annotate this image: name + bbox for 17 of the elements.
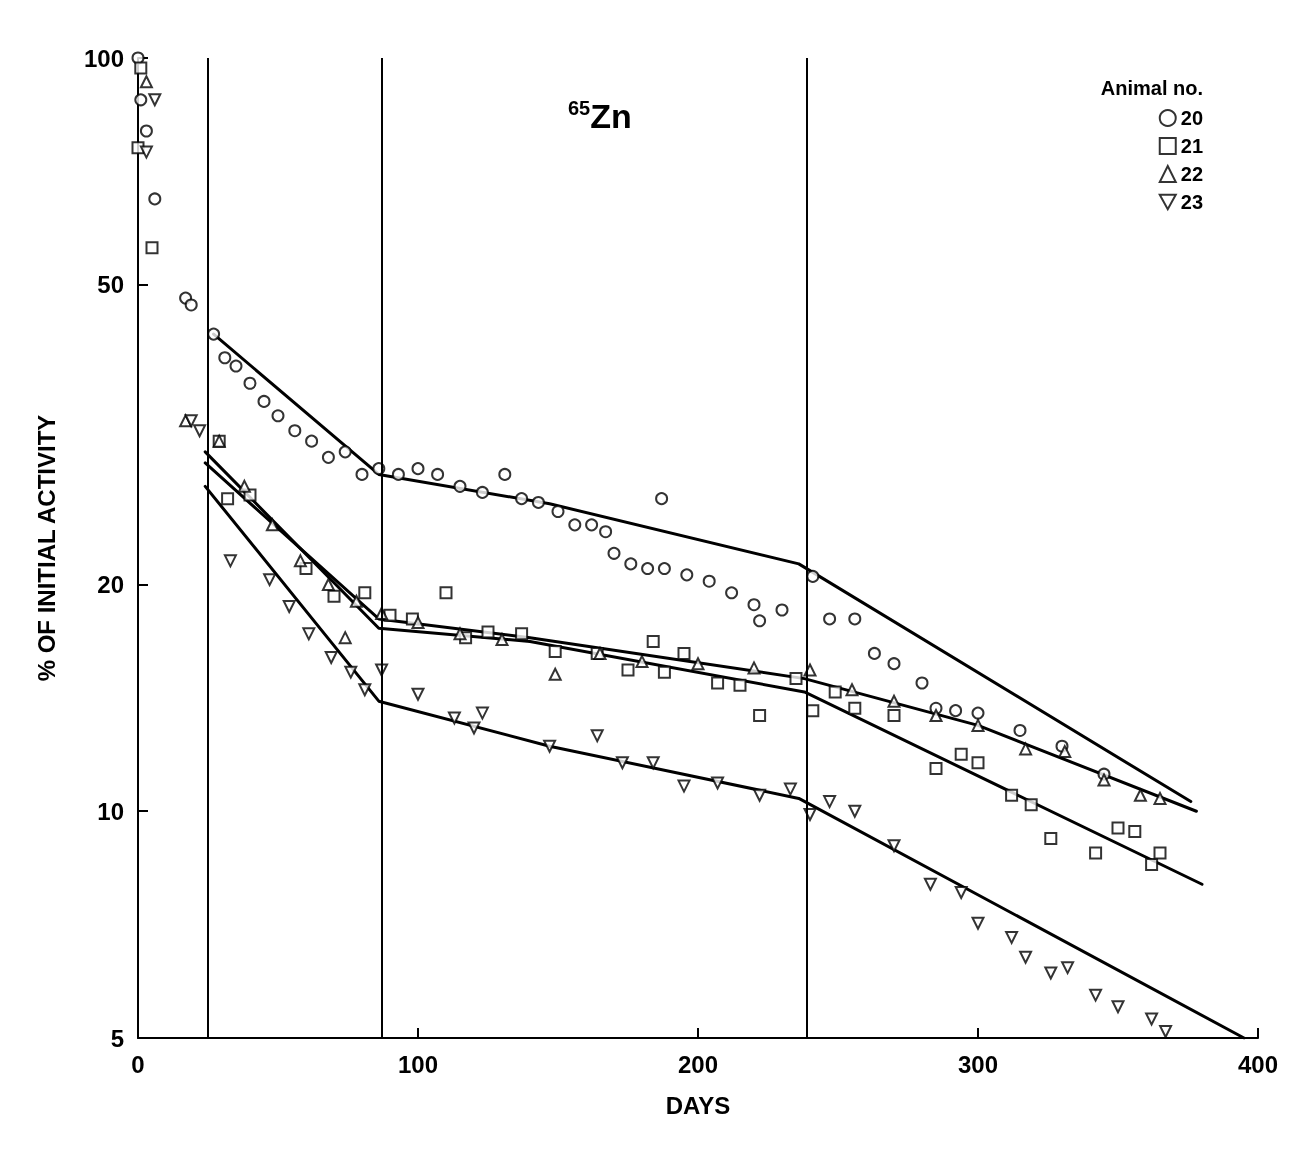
y-axis-title: % OF INITIAL ACTIVITY xyxy=(32,414,60,682)
x-tick-label: 300 xyxy=(957,1050,999,1078)
legend-label: 20 xyxy=(1180,107,1203,129)
y-tick-label: 100 xyxy=(83,44,124,72)
x-axis-title: DAYS xyxy=(665,1091,731,1119)
legend-label: 21 xyxy=(1180,135,1203,157)
legend-label: 23 xyxy=(1180,191,1203,213)
legend-label: 22 xyxy=(1180,163,1203,185)
x-tick-label: 0 xyxy=(131,1050,145,1078)
legend-title: Animal no. xyxy=(1100,77,1204,99)
y-tick-label: 5 xyxy=(110,1024,124,1052)
x-tick-label: 400 xyxy=(1237,1050,1279,1078)
x-tick-label: 100 xyxy=(397,1050,439,1078)
y-tick-label: 20 xyxy=(97,571,124,598)
y-tick-label: 50 xyxy=(97,271,124,299)
y-tick-label: 10 xyxy=(97,797,124,825)
x-tick-label: 200 xyxy=(677,1050,719,1078)
